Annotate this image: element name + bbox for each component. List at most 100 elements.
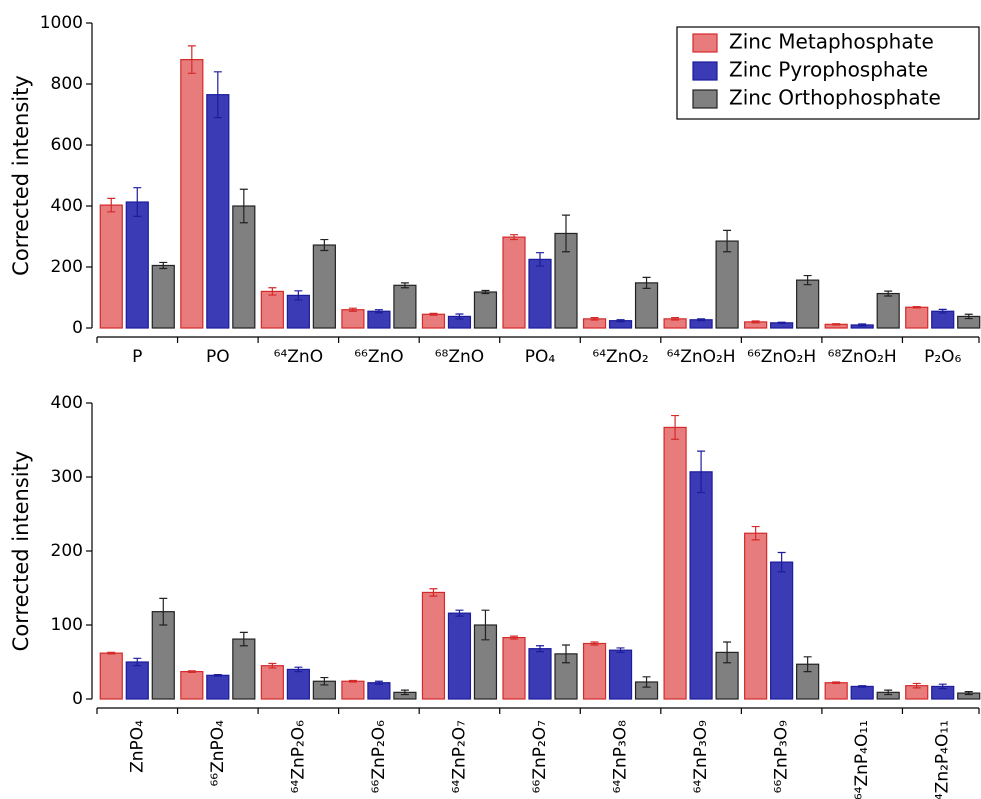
bar — [206, 94, 230, 329]
bar — [367, 310, 391, 329]
error-bar — [832, 681, 841, 685]
bar — [99, 204, 123, 329]
bar — [796, 279, 820, 329]
bar — [232, 638, 256, 700]
bar — [393, 284, 417, 329]
error-bar — [159, 261, 168, 270]
legend-label: Zinc Orthophosphate — [729, 86, 941, 110]
x-tick-label: ⁶⁴ZnO₂ — [592, 347, 648, 367]
error-bar — [723, 229, 732, 253]
x-tick-label: ⁶⁶ZnO — [354, 347, 403, 367]
error-bar — [616, 319, 625, 323]
error-bar — [268, 662, 277, 669]
error-bar — [723, 641, 732, 664]
legend-swatch — [692, 89, 718, 109]
x-tick-label: ⁶⁴ZnO — [274, 347, 323, 367]
legend: Zinc Metaphosphate Zinc Pyrophosphate Zinc… — [676, 26, 980, 120]
bar — [367, 682, 391, 700]
error-bar — [510, 635, 518, 640]
error-bar — [884, 689, 893, 696]
error-bar — [964, 313, 973, 320]
bar — [260, 665, 284, 700]
error-bar — [294, 290, 303, 301]
error-bar — [884, 290, 893, 297]
error-bar — [400, 282, 409, 289]
error-bar — [562, 214, 570, 253]
y-tick-label: 0 — [72, 689, 83, 709]
error-bar — [590, 317, 599, 321]
error-bar — [320, 676, 329, 686]
x-tick-label: ⁶⁶ZnP₂O₇ — [530, 720, 550, 793]
bar — [180, 671, 204, 700]
x-tick-label: ⁶⁶ZnO₂H — [747, 347, 816, 367]
y-tick-label: 600 — [51, 135, 83, 155]
x-tick-label: ⁶⁴ZnO₂H — [667, 347, 736, 367]
bar — [582, 642, 607, 700]
error-bar — [912, 306, 921, 309]
x-tick-label: ⁶⁶ZnPO₄ — [208, 720, 228, 787]
error-bar — [294, 666, 303, 673]
y-tick-label: 0 — [72, 318, 83, 338]
error-bar — [832, 323, 841, 326]
x-tick-label: ZnPO₄ — [127, 720, 147, 773]
x-tick-label: ⁶⁴Zn₂P₄O₁₁ — [933, 720, 953, 799]
error-bar — [697, 450, 706, 494]
bar — [502, 636, 526, 700]
bar — [634, 282, 659, 329]
legend-swatch — [692, 61, 718, 81]
error-bar — [777, 321, 786, 325]
y-tick-label: 100 — [51, 615, 83, 635]
error-bar — [107, 651, 116, 655]
bar — [502, 236, 526, 329]
error-bar — [562, 644, 570, 664]
error-bar — [697, 318, 706, 322]
bar — [312, 244, 336, 329]
x-tick-label: PO₄ — [525, 347, 556, 367]
bar — [125, 661, 149, 700]
error-bar — [107, 197, 116, 213]
error-bar — [803, 656, 812, 673]
error-bar — [348, 679, 357, 683]
bar — [744, 532, 768, 700]
bar — [206, 674, 230, 700]
y-tick-label: 400 — [51, 196, 83, 216]
error-bar — [481, 289, 490, 295]
error-bar — [912, 682, 921, 689]
bar — [421, 591, 446, 700]
error-bar — [642, 276, 651, 289]
legend-label: Zinc Pyrophosphate — [729, 58, 928, 82]
error-bar — [536, 252, 544, 267]
bar — [260, 290, 284, 329]
error-bar — [239, 188, 248, 224]
bar — [473, 291, 498, 329]
error-bar — [938, 683, 947, 690]
x-tick-label: ⁶⁸ZnO — [435, 347, 484, 367]
error-bar — [536, 645, 544, 653]
y-tick-label: 400 — [51, 393, 83, 413]
error-bar — [374, 680, 383, 685]
error-bar — [239, 631, 248, 647]
legend-swatch — [692, 33, 718, 53]
legend-label: Zinc Metaphosphate — [729, 30, 934, 54]
y-axis-label: Corrected intensity — [9, 451, 33, 652]
error-bar — [510, 234, 518, 241]
error-bar — [187, 45, 196, 74]
error-bar — [374, 309, 383, 314]
x-tick-label: ⁶⁴ZnP₂O₇ — [449, 720, 469, 793]
bar — [850, 685, 874, 700]
bar — [528, 258, 552, 329]
y-tick-label: 200 — [51, 541, 83, 561]
error-bar — [400, 689, 409, 696]
bar — [931, 310, 955, 329]
bar — [876, 292, 900, 329]
error-bar — [159, 597, 168, 626]
x-tick-label: ⁶⁸ZnO₂H — [828, 347, 897, 367]
x-tick-label: P₂O₆ — [924, 347, 961, 367]
x-tick-label: ⁶⁶ZnP₃O₉ — [772, 720, 792, 793]
bar — [905, 306, 929, 329]
error-bar — [616, 647, 625, 653]
bar — [528, 648, 552, 700]
bar — [663, 426, 687, 700]
error-bar — [590, 641, 599, 646]
error-bar — [803, 274, 812, 286]
